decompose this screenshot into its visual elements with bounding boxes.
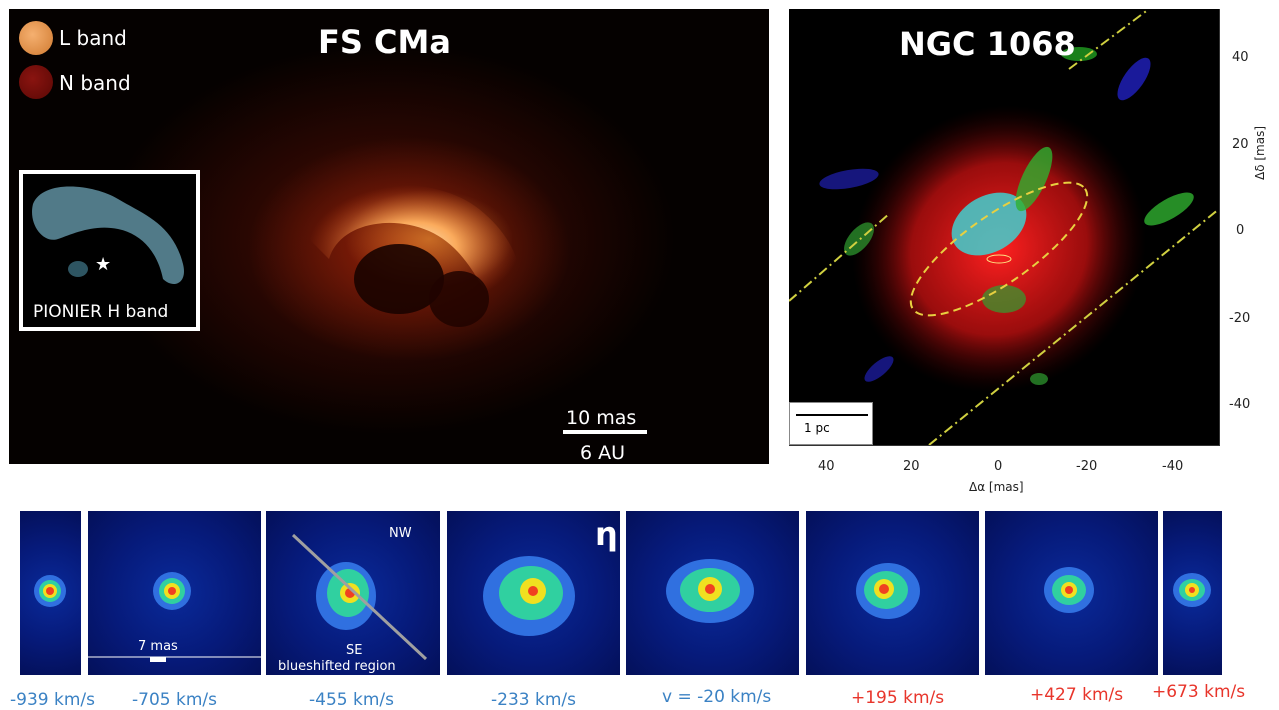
eta-car-frame: [20, 511, 81, 675]
velocity-label: +195 km/s: [851, 688, 945, 708]
eta-car-frame: [985, 511, 1158, 675]
eta-car-blob: [666, 559, 754, 623]
pionier-label: PIONIER H band: [33, 302, 169, 322]
ngc-y-axis: [1219, 9, 1220, 445]
y-tick: -20: [1229, 311, 1251, 326]
y-tick: 0: [1236, 223, 1245, 238]
star-icon: ★: [95, 254, 112, 275]
legend-n-band: N band: [59, 71, 131, 95]
x-axis-label: Δα [mas]: [969, 480, 1024, 494]
x-tick: 40: [818, 459, 835, 474]
eta-car-blob: [34, 575, 66, 607]
n-band-dot: [19, 65, 53, 99]
eta-car-blob: [483, 556, 575, 636]
fs-cma-title: FS CMa: [318, 23, 451, 61]
velocity-label: +427 km/s: [1030, 685, 1124, 705]
eta-car-frame: [1163, 511, 1222, 675]
scale-au-label: 6 AU: [580, 442, 626, 464]
ngc1068-emission: [789, 9, 1219, 445]
blueshift-label: blueshifted region: [278, 659, 396, 674]
ngc-x-axis: [789, 445, 1220, 446]
velocity-label: -233 km/s: [491, 690, 576, 710]
velocity-label: -939 km/s: [10, 690, 95, 710]
eta-car-blob: [1044, 567, 1094, 613]
ngc1068-image: NGC 1068 1 pc: [789, 9, 1219, 445]
velocity-label: +673 km/s: [1152, 682, 1246, 702]
legend-l-band: L band: [59, 26, 127, 50]
fs-cma-image: L band N band FS CMa ★ PIONIER H band 10…: [9, 9, 769, 464]
eta-car-frame: NW SE blueshifted region: [266, 511, 440, 675]
velocity-label: -705 km/s: [132, 690, 217, 710]
eta-car-blob: [88, 572, 261, 662]
velocity-label: v = -20 km/s: [662, 687, 772, 707]
eta-scale-label: 7 mas: [138, 639, 178, 654]
eta-car-frame: [447, 511, 620, 675]
pc-scalebar-box: 1 pc: [789, 402, 873, 445]
y-tick: -40: [1229, 397, 1251, 412]
y-axis-label: Δδ [mas]: [1253, 125, 1267, 180]
l-band-dot: [19, 21, 53, 55]
eta-car-frame: [806, 511, 979, 675]
x-tick: -40: [1162, 459, 1184, 474]
pc-scalebar: [796, 414, 868, 416]
eta-car-blob: [291, 533, 428, 661]
scale-bar: [563, 430, 647, 434]
ngc1068-title: NGC 1068: [899, 25, 1076, 63]
pionier-inset: ★ PIONIER H band: [19, 170, 200, 331]
y-tick: 20: [1232, 137, 1249, 152]
fs-cma-disk: [309, 185, 520, 327]
y-tick: 40: [1232, 50, 1249, 65]
pionier-emission: [32, 186, 184, 284]
eta-car-blob: [856, 563, 920, 619]
se-label: SE: [346, 643, 363, 658]
eta-car-frame: [626, 511, 799, 675]
nw-label: NW: [389, 526, 412, 541]
x-tick: 20: [903, 459, 920, 474]
scale-mas-label: 10 mas: [566, 407, 637, 429]
eta-car-frame: 7 mas: [88, 511, 261, 675]
x-tick: -20: [1076, 459, 1098, 474]
x-tick: 0: [994, 459, 1003, 474]
eta-car-blob: [1173, 573, 1211, 607]
pc-scalebar-label: 1 pc: [804, 421, 830, 435]
velocity-label: -455 km/s: [309, 690, 394, 710]
